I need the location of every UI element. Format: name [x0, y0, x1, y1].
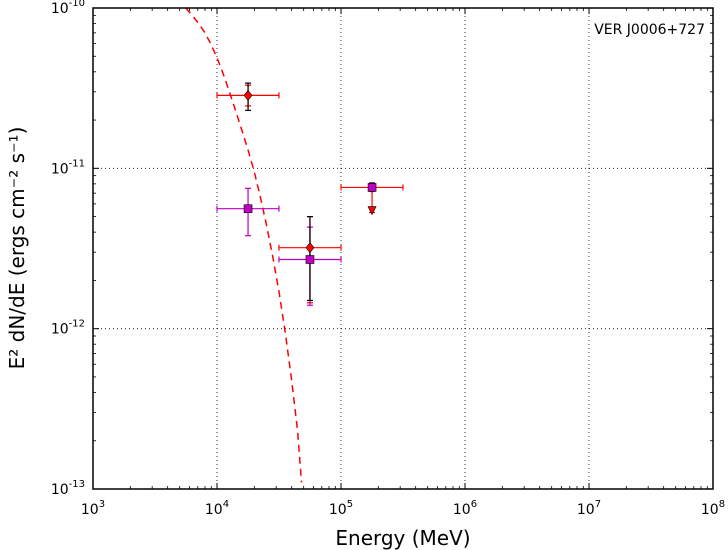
plot-area	[93, 8, 713, 489]
plot-frame	[92, 7, 714, 490]
square-marker	[243, 204, 253, 214]
square-marker	[367, 183, 377, 192]
y-tick-label: 10-12	[51, 319, 85, 338]
chart-annotation: VER J0006+727	[594, 22, 705, 38]
x-axis-label: Energy (MeV)	[335, 526, 470, 550]
y-tick-label: 10-10	[51, 0, 85, 17]
square-marker	[305, 255, 315, 264]
diamond-marker	[243, 89, 253, 101]
y-axis-label: E² dN/dE (ergs cm⁻² s⁻¹)	[5, 127, 29, 370]
x-tick-label: 107	[577, 499, 601, 518]
y-tick-label: 10-13	[51, 479, 85, 498]
x-tick-label: 103	[81, 499, 105, 518]
model-curve	[185, 8, 303, 483]
tick-layer: 103 104 105 106 107 108 10-13 10-12 10-11 10-10	[51, 0, 725, 518]
x-tick-label: 106	[453, 499, 477, 518]
x-tick-label: 104	[205, 499, 229, 518]
x-tick-label: 105	[329, 499, 353, 518]
curve-layer	[185, 8, 303, 483]
diamond-marker	[305, 242, 315, 254]
y-tick-label: 10-11	[51, 158, 85, 177]
x-tick-label: 108	[701, 499, 725, 518]
data-layer	[216, 82, 404, 306]
grid-layer	[93, 8, 713, 489]
upper-limit-arrow	[367, 206, 377, 216]
